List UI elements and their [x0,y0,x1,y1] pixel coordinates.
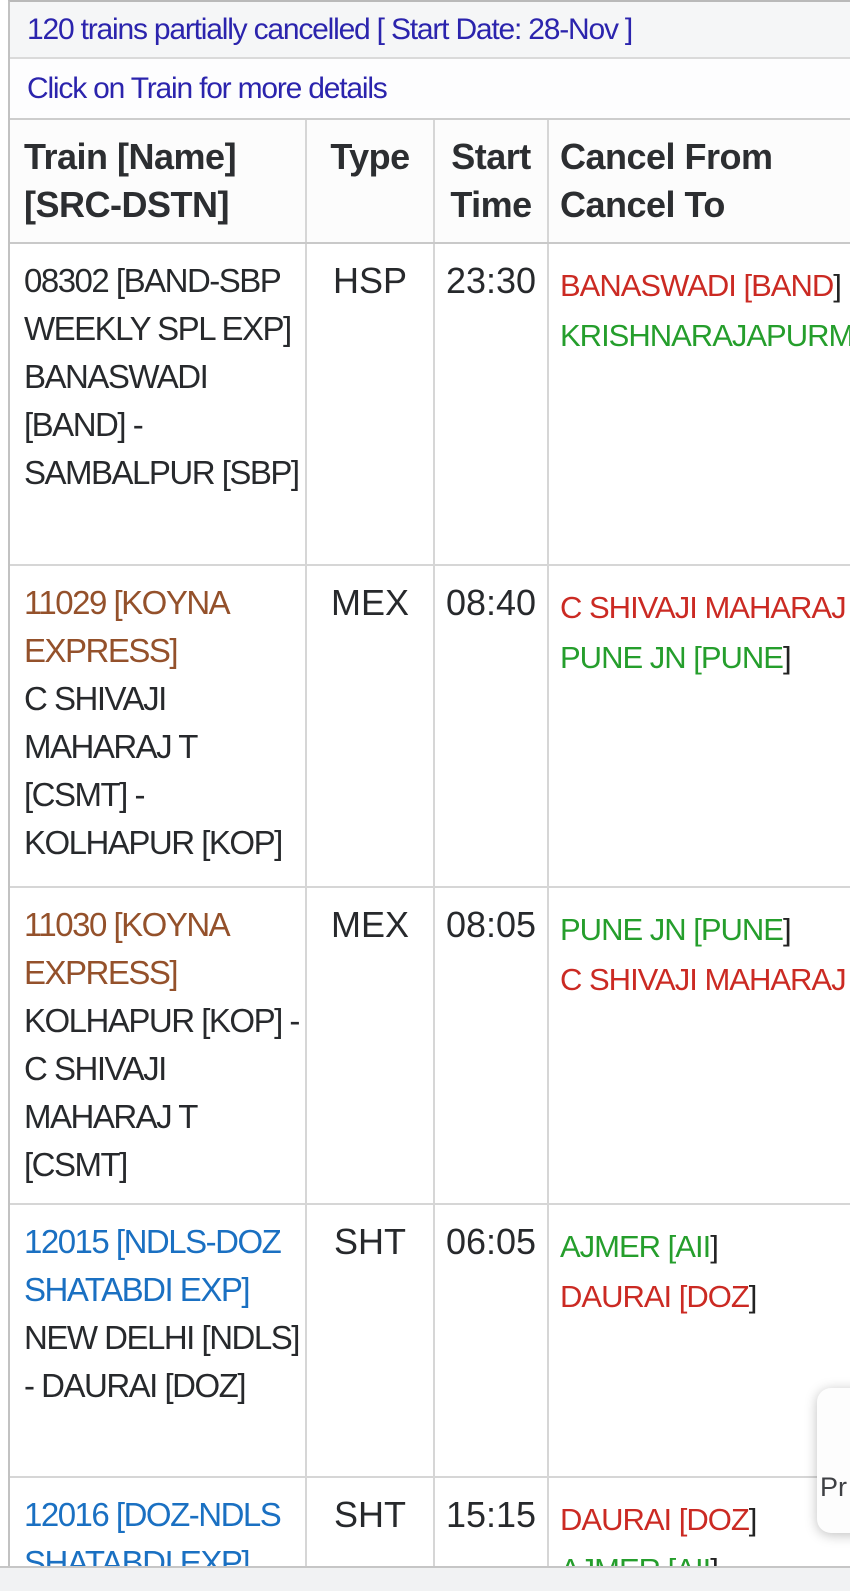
column-header-train-line2: [SRC-DSTN] [24,184,229,225]
cancel-to-station: DAURAI [DOZ [560,1279,750,1314]
cancel-from-station: DAURAI [DOZ [560,1502,750,1537]
page-title: 120 trains partially cancelled [ Start D… [10,2,850,59]
train-link[interactable]: 11030 [KOYNA EXPRESS] [24,906,229,991]
start-time: 08:40 [435,566,549,886]
table-body: 08302 [BAND-SBP WEEKLY SPL EXP] BANASWAD… [10,244,850,1566]
train-link[interactable]: 12015 [NDLS-DOZ SHATABDI EXP] [24,1223,282,1308]
cancel-to: C SHIVAJI MAHARAJ T [ [560,955,850,1005]
cancel-to: AJMER [AII] [560,1545,850,1566]
cancel-from-bracket: ] [748,1502,758,1537]
cancel-from: AJMER [AII] [560,1222,850,1272]
train-route: C SHIVAJI MAHARAJ T [CSMT] - KOLHAPUR [K… [24,680,283,861]
cancel-from: C SHIVAJI MAHARAJ T [ [560,583,850,633]
train-type: SHT [307,1478,435,1566]
cancel-to-station: C SHIVAJI MAHARAJ T [ [560,962,850,997]
cancel-to-station: KRISHNARAJAPURM [KJ [560,318,850,353]
cancel-to: PUNE JN [PUNE] [560,633,850,683]
table-row: 11030 [KOYNA EXPRESS] KOLHAPUR [KOP] - C… [10,888,850,1205]
train-type: MEX [307,566,435,886]
train-link[interactable]: 08302 [BAND-SBP WEEKLY SPL EXP] [24,262,292,347]
cancel-cell: BANASWADI [BAND] KRISHNARAJAPURM [KJ [549,244,850,564]
train-cell: 08302 [BAND-SBP WEEKLY SPL EXP] BANASWAD… [10,244,307,564]
content-area: 120 trains partially cancelled [ Start D… [8,0,850,1566]
train-route: KOLHAPUR [KOP] - C SHIVAJI MAHARAJ T [CS… [24,1002,300,1183]
cancel-from-station: BANASWADI [BAND [560,268,834,303]
column-header-train-line1: Train [Name] [24,136,237,177]
cancel-from: DAURAI [DOZ] [560,1495,850,1545]
start-time: 23:30 [435,244,549,564]
cancel-to-bracket: ] [748,1279,758,1314]
column-header-start-line2: Time [450,184,532,225]
column-header-type: Type [307,120,435,242]
table-row: 12016 [DOZ-NDLS SHATABDI EXP] SHT 15:15 … [10,1478,850,1566]
column-header-start-line1: Start [451,136,531,177]
train-route: BANASWADI [BAND] - SAMBALPUR [SBP] [24,358,300,491]
cancel-from: PUNE JN [PUNE] [560,905,850,955]
table-header: Train [Name] [SRC-DSTN] Type Start Time … [10,120,850,244]
print-popup-label: Pr [820,1472,847,1502]
cancel-from-station: C SHIVAJI MAHARAJ T [ [560,590,850,625]
column-header-cancel-line1: Cancel From [560,136,773,177]
start-time: 06:05 [435,1205,549,1476]
train-route: NEW DELHI [NDLS] - DAURAI [DOZ] [24,1319,300,1404]
column-header-cancel-line2: Cancel To [560,184,725,225]
cancel-to-station: AJMER [AII [560,1552,711,1566]
cancel-from-bracket: ] [710,1229,719,1264]
train-type: SHT [307,1205,435,1476]
cancel-cell: DAURAI [DOZ] AJMER [AII] [549,1478,850,1566]
cancel-to: DAURAI [DOZ] [560,1272,850,1322]
train-type: HSP [307,244,435,564]
cancel-cell: C SHIVAJI MAHARAJ T [ PUNE JN [PUNE] [549,566,850,886]
train-link[interactable]: 12016 [DOZ-NDLS SHATABDI EXP] [24,1496,282,1566]
column-header-type-line1: Type [330,136,410,177]
column-header-train: Train [Name] [SRC-DSTN] [10,120,307,242]
train-type: MEX [307,888,435,1203]
train-cell: 12016 [DOZ-NDLS SHATABDI EXP] [10,1478,307,1566]
start-time: 15:15 [435,1478,549,1566]
train-cell: 12015 [NDLS-DOZ SHATABDI EXP] NEW DELHI … [10,1205,307,1476]
cancel-cell: PUNE JN [PUNE] C SHIVAJI MAHARAJ T [ [549,888,850,1203]
cancel-from-station: AJMER [AII [560,1229,711,1264]
column-header-cancel: Cancel From Cancel To [549,120,850,242]
table-row: 12015 [NDLS-DOZ SHATABDI EXP] NEW DELHI … [10,1205,850,1478]
train-cell: 11030 [KOYNA EXPRESS] KOLHAPUR [KOP] - C… [10,888,307,1203]
cancel-to-bracket: ] [782,640,792,675]
page-subtitle: Click on Train for more details [10,59,850,120]
start-time: 08:05 [435,888,549,1203]
cancel-cell: AJMER [AII] DAURAI [DOZ] [549,1205,850,1476]
cancel-from-station: PUNE JN [PUNE [560,912,784,947]
cancel-to-station: PUNE JN [PUNE [560,640,784,675]
print-popup[interactable]: Pr [817,1388,850,1533]
bottom-strip [0,1566,850,1591]
cancel-from-bracket: ] [782,912,792,947]
table-row: 08302 [BAND-SBP WEEKLY SPL EXP] BANASWAD… [10,244,850,566]
cancel-to: KRISHNARAJAPURM [KJ [560,311,850,361]
cancel-from: BANASWADI [BAND] [560,261,850,311]
train-link[interactable]: 11029 [KOYNA EXPRESS] [24,584,229,669]
cancel-to-bracket: ] [710,1552,719,1566]
train-cell: 11029 [KOYNA EXPRESS] C SHIVAJI MAHARAJ … [10,566,307,886]
table-row: 11029 [KOYNA EXPRESS] C SHIVAJI MAHARAJ … [10,566,850,888]
column-header-start-time: Start Time [435,120,549,242]
cancel-from-bracket: ] [833,268,842,303]
